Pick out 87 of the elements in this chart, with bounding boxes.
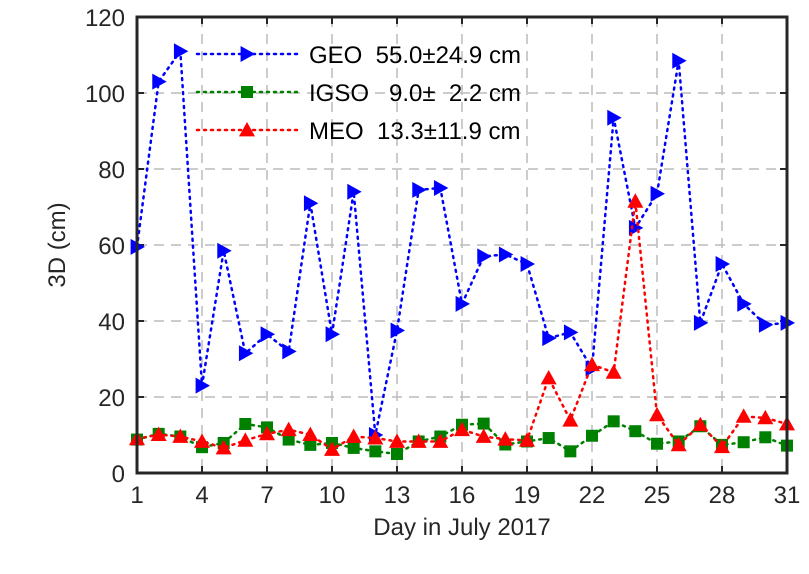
x-tick-label: 7 <box>260 482 274 509</box>
x-tick-label: 1 <box>130 482 144 509</box>
point <box>259 426 275 440</box>
point <box>260 326 275 342</box>
point <box>282 343 297 360</box>
point <box>302 426 318 442</box>
point <box>649 406 665 422</box>
point <box>607 110 622 126</box>
y-tick-label: 100 <box>84 81 125 108</box>
legend-label: IGSO 9.0± 2.2 cm <box>309 80 521 107</box>
point <box>586 430 598 442</box>
point <box>758 316 774 333</box>
point <box>477 248 492 264</box>
point <box>672 52 687 69</box>
point <box>367 430 384 444</box>
point <box>692 416 708 432</box>
point <box>736 408 752 423</box>
point <box>562 412 578 427</box>
point <box>196 378 210 394</box>
x-tick-label: 31 <box>774 482 800 509</box>
point <box>759 431 772 444</box>
legend-label: MEO 13.3±11.9 cm <box>309 118 520 145</box>
point <box>454 422 470 436</box>
point <box>239 418 252 430</box>
y-tick-label: 60 <box>98 233 125 260</box>
point <box>608 415 620 428</box>
point <box>237 432 254 447</box>
point <box>694 314 708 331</box>
point <box>542 330 557 346</box>
point <box>651 438 663 450</box>
point <box>629 425 642 438</box>
point <box>627 193 644 208</box>
point <box>737 296 752 312</box>
point <box>738 436 750 448</box>
point <box>456 296 470 312</box>
y-axis-title: 3D (cm) <box>44 202 71 288</box>
point <box>152 74 167 90</box>
point <box>194 433 210 448</box>
legend-label: GEO 55.0±24.9 cm <box>309 42 521 69</box>
point <box>564 445 576 458</box>
point <box>497 431 514 446</box>
x-tick-label: 16 <box>448 482 476 509</box>
y-tick-label: 80 <box>98 157 125 184</box>
x-tick-label: 4 <box>195 482 209 509</box>
point <box>324 441 340 456</box>
point <box>391 448 403 460</box>
x-axis-title: Day in July 2017 <box>373 514 551 541</box>
point <box>564 324 578 340</box>
point <box>650 186 665 202</box>
y-tick-label: 40 <box>98 309 125 336</box>
x-tick-label: 19 <box>514 482 540 509</box>
point <box>757 410 774 424</box>
x-tick-label: 22 <box>578 482 606 509</box>
point <box>606 364 622 379</box>
y-tick-label: 0 <box>112 461 125 488</box>
x-tick-label: 13 <box>384 482 410 509</box>
point <box>346 428 362 443</box>
point <box>476 428 492 443</box>
point <box>217 242 232 259</box>
point <box>542 432 555 444</box>
point <box>174 43 188 60</box>
point <box>304 195 318 212</box>
point <box>369 445 382 458</box>
point <box>326 326 340 342</box>
point <box>412 182 427 198</box>
point <box>238 345 254 362</box>
x-tick-label: 28 <box>708 482 736 509</box>
point <box>519 432 535 447</box>
point <box>389 433 405 448</box>
y-tick-label: 120 <box>84 5 125 32</box>
point <box>390 322 405 338</box>
y-tick-label: 20 <box>98 385 125 412</box>
point <box>434 180 448 196</box>
point <box>432 433 448 448</box>
point <box>498 246 514 262</box>
point <box>520 256 535 272</box>
point <box>216 440 232 454</box>
point <box>540 370 557 384</box>
point <box>347 184 362 200</box>
point <box>584 356 600 372</box>
point <box>280 422 297 436</box>
point <box>478 418 490 430</box>
x-tick-label: 25 <box>644 482 670 509</box>
x-tick-label: 10 <box>318 482 346 509</box>
point <box>670 436 687 452</box>
point <box>348 442 360 454</box>
point <box>716 256 730 272</box>
